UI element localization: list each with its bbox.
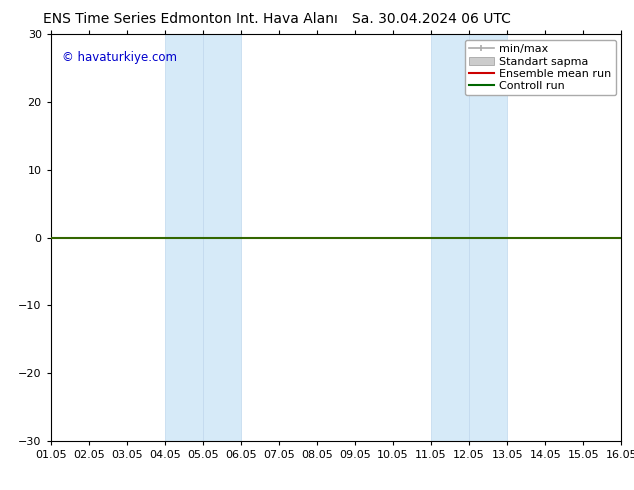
Bar [203, 34, 241, 441]
Legend: min/max, Standart sapma, Ensemble mean run, Controll run: min/max, Standart sapma, Ensemble mean r… [465, 40, 616, 96]
Text: © havaturkiye.com: © havaturkiye.com [62, 50, 177, 64]
Bar [469, 34, 507, 441]
Text: Sa. 30.04.2024 06 UTC: Sa. 30.04.2024 06 UTC [352, 12, 510, 26]
Bar [165, 34, 203, 441]
Text: ENS Time Series Edmonton Int. Hava Alanı: ENS Time Series Edmonton Int. Hava Alanı [42, 12, 338, 26]
Bar [431, 34, 469, 441]
